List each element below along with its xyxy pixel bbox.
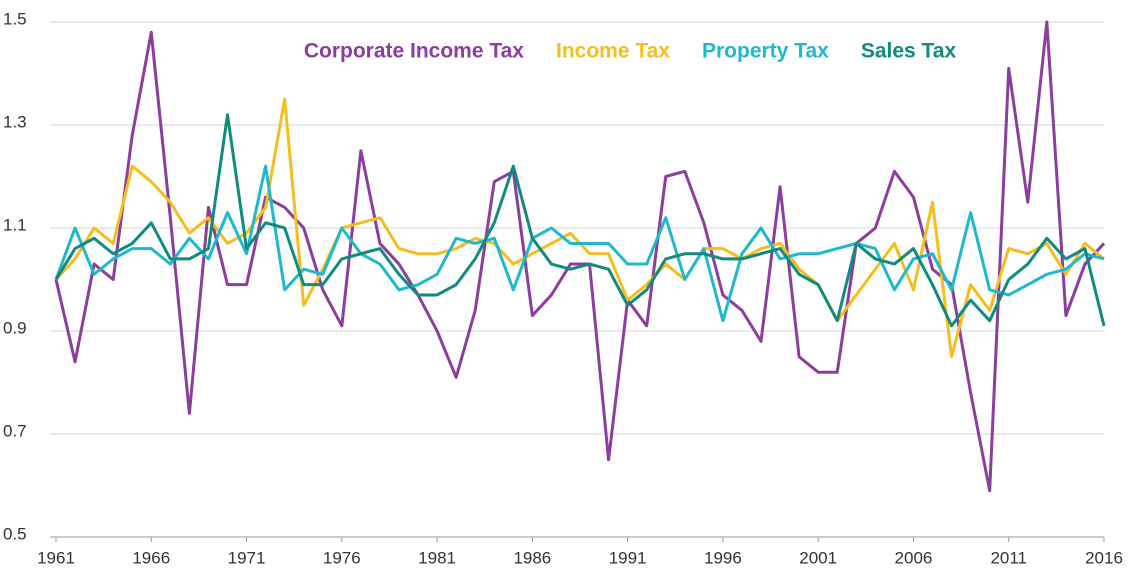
- y-tick-label: 1.3: [3, 112, 27, 131]
- y-tick-label: 1.5: [3, 9, 27, 28]
- y-tick-label: 1.1: [3, 215, 27, 234]
- series-line: [54, 164, 1105, 323]
- x-tick-label: 1981: [418, 548, 456, 567]
- legend-entry: Corporate Income Tax: [304, 40, 524, 63]
- x-tick-label: 1996: [704, 548, 742, 567]
- x-tick-label: 1976: [323, 548, 361, 567]
- series-line: [54, 20, 1106, 493]
- x-tick-label: 2016: [1085, 548, 1123, 567]
- x-tick-label: 1961: [37, 548, 75, 567]
- x-tick-label: 2001: [799, 548, 837, 567]
- legend-entry: Income Tax: [556, 40, 670, 63]
- x-tick-label: 2006: [895, 548, 933, 567]
- x-tick-label: 1986: [513, 548, 551, 567]
- y-tick-label: 0.7: [3, 421, 27, 440]
- series-line: [54, 113, 1106, 328]
- x-tick-label: 2011: [990, 548, 1027, 567]
- y-tick-label: 0.5: [3, 524, 27, 543]
- x-tick-label: 1966: [132, 548, 170, 567]
- y-tick-label: 0.9: [3, 318, 27, 337]
- x-tick-label: 1971: [228, 548, 266, 567]
- legend-entry: Sales Tax: [861, 40, 957, 63]
- legend-entry: Property Tax: [702, 40, 829, 63]
- x-tick-label: 1991: [609, 548, 647, 567]
